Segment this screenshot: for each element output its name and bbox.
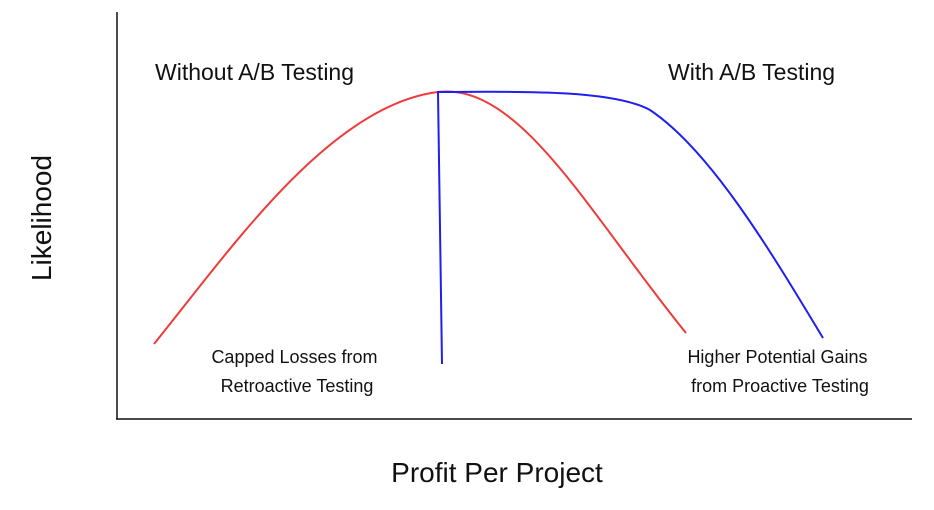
with-ab-testing-title: With A/B Testing xyxy=(668,59,835,85)
higher-gains-annotation: Higher Potential Gains from Proactive Te… xyxy=(687,347,872,396)
capped-losses-annotation: Capped Losses from Retroactive Testing xyxy=(211,347,382,396)
capped-losses-line-2: Retroactive Testing xyxy=(221,376,374,396)
x-axis-label: Profit Per Project xyxy=(391,457,603,488)
with-ab-testing-curve xyxy=(436,90,824,365)
higher-gains-line-2: from Proactive Testing xyxy=(691,376,869,396)
without-ab-testing-title: Without A/B Testing xyxy=(155,59,354,85)
y-axis-label: Likelihood xyxy=(26,155,57,281)
without-ab-testing-curve xyxy=(153,90,687,345)
higher-gains-line-1: Higher Potential Gains xyxy=(687,347,867,367)
capped-losses-line-1: Capped Losses from xyxy=(211,347,377,367)
